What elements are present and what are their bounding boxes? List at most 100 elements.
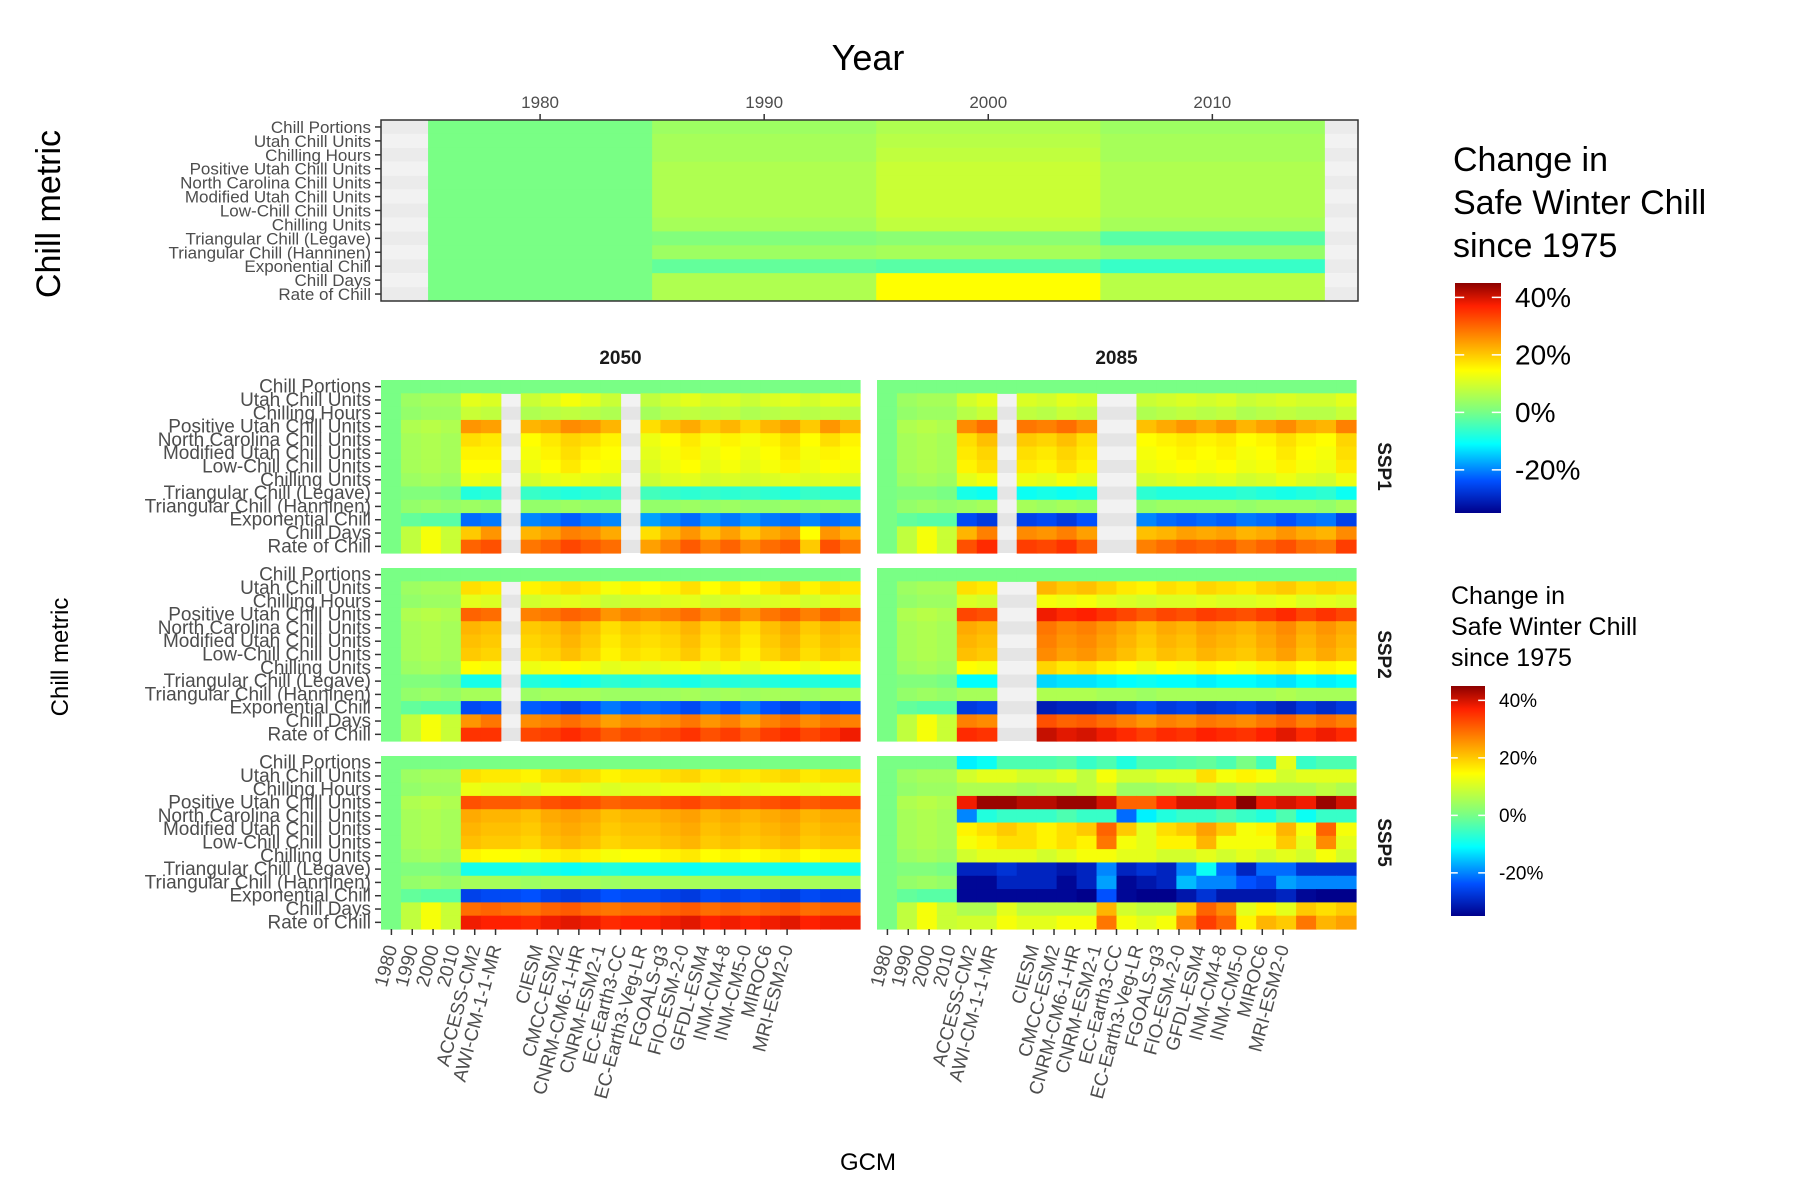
heatmap-cell — [820, 433, 841, 448]
heatmap-cell — [1156, 889, 1177, 903]
legend-large-title-line-1: Change in — [1453, 141, 1608, 179]
heatmap-cell — [540, 809, 562, 824]
heatmap-cell — [1096, 849, 1118, 864]
heatmap-cell — [1176, 862, 1197, 877]
heatmap-cell — [1336, 634, 1357, 649]
heatmap-cell — [520, 568, 542, 582]
heatmap-cell — [840, 727, 861, 742]
heatmap-cell — [1316, 849, 1337, 864]
heatmap-cell — [1316, 473, 1337, 488]
heatmap-cell — [420, 661, 442, 676]
heatmap-cell — [1276, 393, 1297, 408]
heatmap-cell — [660, 701, 681, 715]
heatmap-cell — [420, 539, 442, 554]
heatmap-cell — [1196, 915, 1217, 930]
heatmap-cell — [1176, 499, 1197, 514]
heatmap-cell — [381, 769, 402, 784]
heatmap-cell — [916, 727, 938, 742]
heatmap-cell — [1096, 687, 1118, 702]
heatmap-cell — [780, 568, 801, 582]
heatmap-cell — [877, 769, 898, 784]
heatmap-cell — [520, 889, 542, 903]
heatmap-cell — [896, 902, 918, 917]
heatmap-cell — [820, 594, 841, 609]
future-y-tick-label: Triangular Chill (Legave) — [164, 859, 371, 880]
heatmap-cell — [740, 594, 761, 609]
facet-scenario-label: SSP2 — [1373, 630, 1394, 679]
heatmap-cell — [1196, 393, 1217, 408]
heatmap-cell — [720, 756, 741, 770]
heatmap-cell — [560, 835, 582, 850]
heatmap-cell — [996, 568, 1018, 582]
heatmap-cell — [1076, 568, 1098, 582]
heatmap-cell — [440, 647, 462, 662]
heatmap-cell — [1116, 862, 1138, 877]
heatmap-cell — [640, 419, 662, 434]
heatmap-cell — [1076, 795, 1098, 810]
heatmap-cell — [916, 661, 938, 676]
heatmap-cell — [780, 621, 801, 636]
heatmap-cell — [620, 701, 642, 715]
heatmap-cell — [1316, 701, 1337, 715]
heatmap-cell — [1136, 647, 1158, 662]
historic-heatmap-cell — [1100, 161, 1325, 177]
heatmap-cell — [740, 902, 761, 917]
heatmap-cell — [1336, 902, 1357, 917]
heatmap-cell — [1136, 769, 1158, 784]
heatmap-cell — [1256, 499, 1277, 514]
heatmap-cell — [1296, 849, 1317, 864]
heatmap-cell — [1316, 727, 1337, 742]
heatmap-cell — [1116, 727, 1138, 742]
heatmap-cell — [480, 809, 502, 824]
heatmap-cell — [936, 674, 958, 689]
heatmap-cell — [996, 809, 1018, 824]
heatmap-cell — [460, 459, 482, 474]
historic-heatmap-cell — [1100, 217, 1325, 232]
future-y-tick-label: Utah Chill Units — [240, 390, 371, 411]
heatmap-cell — [1196, 380, 1217, 394]
heatmap-cell — [740, 419, 761, 434]
heatmap-cell — [400, 486, 422, 501]
heatmap-cell — [1076, 862, 1098, 877]
heatmap-cell — [460, 568, 482, 582]
heatmap-cell — [916, 634, 938, 649]
heatmap-cell — [480, 459, 502, 474]
heatmap-cell — [1196, 419, 1217, 434]
heatmap-cell — [1296, 473, 1317, 488]
heatmap-cell — [680, 875, 701, 890]
heatmap-cell — [1196, 433, 1217, 448]
heatmap-cell — [1236, 393, 1257, 408]
heatmap-cell — [877, 406, 898, 421]
historic-y-tick-label: Chill Days — [294, 271, 371, 290]
heatmap-cell — [381, 687, 402, 702]
heatmap-cell — [1296, 822, 1317, 837]
heatmap-cell — [1296, 621, 1317, 636]
heatmap-cell — [1136, 809, 1158, 824]
heatmap-cell — [820, 674, 841, 689]
future-y-tick-label: Positive Utah Chill Units — [168, 605, 371, 626]
heatmap-cell — [1296, 380, 1317, 394]
heatmap-cell — [480, 769, 502, 784]
heatmap-cell — [580, 701, 602, 715]
heatmap-cell — [1076, 634, 1098, 649]
heatmap-cell — [896, 621, 918, 636]
heatmap-cell — [996, 756, 1018, 770]
heatmap-cell — [540, 499, 562, 514]
historic-y-tick-label: North Carolina Chill Units — [180, 174, 371, 193]
heatmap-cell — [1196, 499, 1217, 514]
heatmap-cell — [600, 393, 622, 408]
heatmap-cell — [896, 769, 918, 784]
heatmap-cell — [1236, 459, 1257, 474]
heatmap-cell — [720, 701, 741, 715]
heatmap-cell — [580, 835, 602, 850]
heatmap-cell — [760, 513, 781, 527]
heatmap-cell — [560, 526, 582, 541]
heatmap-cell — [1256, 568, 1277, 582]
heatmap-cell — [877, 795, 898, 810]
heatmap-cell — [1256, 902, 1277, 917]
heatmap-cell — [956, 714, 978, 729]
heatmap-cell — [1176, 849, 1197, 864]
heatmap-cell — [1056, 875, 1078, 890]
heatmap-cell — [1276, 634, 1297, 649]
historic-heatmap-cell — [876, 287, 1101, 302]
